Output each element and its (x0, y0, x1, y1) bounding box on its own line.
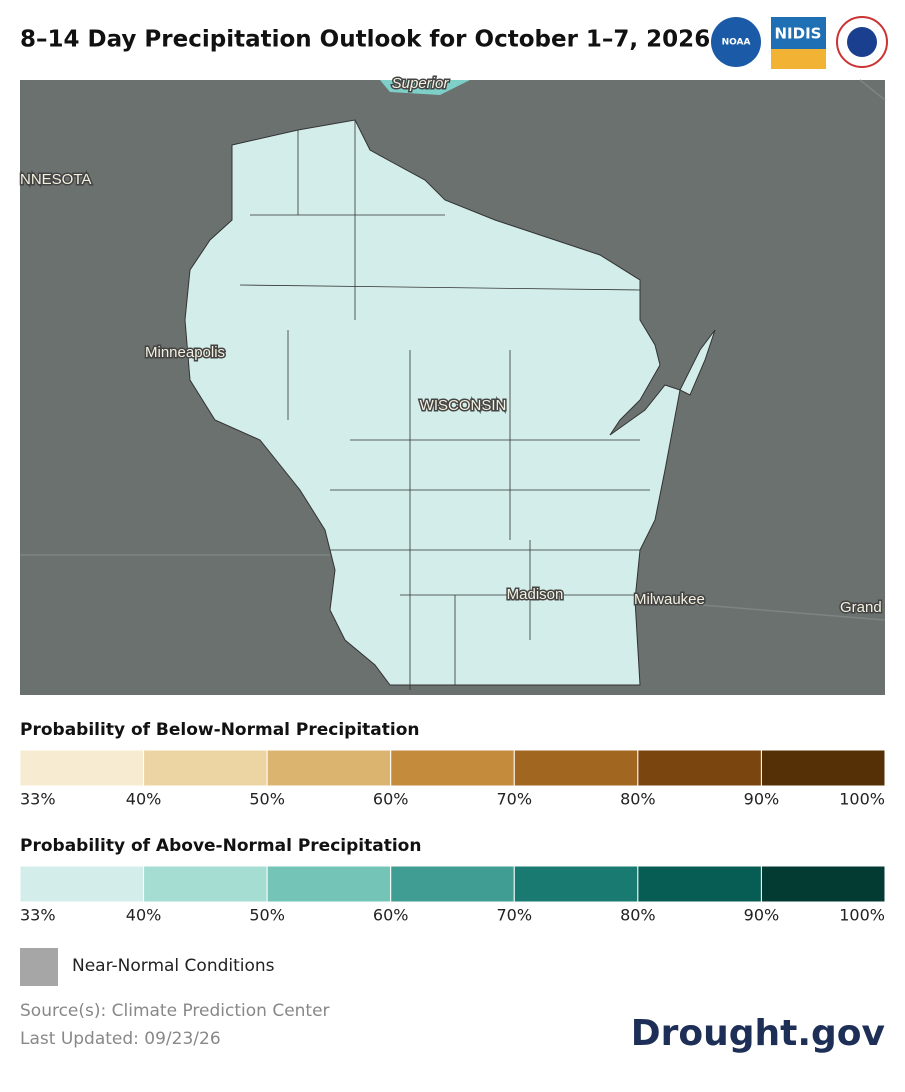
legends: Probability of Below-Normal Precipitatio… (19, 720, 886, 925)
source: Source(s): Climate Prediction Center (20, 1001, 330, 1021)
last-updated: Last Updated: 09/23/26 (20, 1029, 221, 1049)
legend-swatch (637, 865, 762, 903)
legend-tick: 60% (373, 906, 409, 925)
map: Superior NNESOTA Minneapolis WISCONSIN M… (19, 73, 886, 695)
logos: NOAA NIDIS (711, 16, 888, 69)
wisconsin (184, 119, 681, 686)
legend-swatch (266, 865, 392, 903)
legend-tick: 60% (373, 790, 409, 809)
legend-title: Probability of Above-Normal Precipitatio… (20, 836, 421, 856)
map-label: WISCONSIN (420, 397, 507, 414)
legend-swatch (760, 749, 886, 787)
legend-tick: 70% (497, 906, 533, 925)
legend-swatch (19, 865, 145, 903)
nws-inner (847, 27, 877, 57)
near-normal-label: Near-Normal Conditions (72, 956, 275, 976)
legend-tick: 50% (249, 790, 285, 809)
legend-title: Probability of Below-Normal Precipitatio… (20, 720, 420, 740)
legend-swatch (390, 865, 515, 903)
legend-swatch (637, 749, 762, 787)
legend-swatch (19, 749, 145, 787)
map-label: NNESOTA (20, 171, 91, 188)
legend-tick: 40% (126, 906, 162, 925)
nidis-band (771, 17, 826, 49)
map-label: Milwaukee (634, 591, 705, 608)
map-label: Superior (392, 75, 450, 92)
lake-superior (380, 80, 470, 95)
title: 8–14 Day Precipitation Outlook for Octob… (20, 27, 710, 53)
legend-tick: 50% (249, 906, 285, 925)
legend-swatch (760, 865, 886, 903)
nidis-text: NIDIS (775, 25, 822, 43)
brand: Drought.gov (631, 1013, 885, 1054)
legend-swatch (266, 749, 392, 787)
legend-swatch (390, 749, 515, 787)
legend-tick: 40% (126, 790, 162, 809)
near-normal-swatch (20, 948, 58, 986)
legend-tick: 80% (620, 906, 656, 925)
legend-swatch (513, 865, 639, 903)
door-peninsula (679, 329, 716, 396)
legend-swatch (143, 865, 268, 903)
legend-tick: 33% (20, 790, 56, 809)
map-label: Madison (507, 586, 564, 603)
legend-tick: 90% (744, 906, 780, 925)
borders (20, 79, 886, 621)
legend-tick: 33% (20, 906, 56, 925)
map-label: Minneapolis (145, 344, 225, 361)
noaa-text: NOAA (722, 38, 751, 48)
legend-tick: 90% (744, 790, 780, 809)
legend-tick: 70% (497, 790, 533, 809)
map-label: Grand (840, 599, 882, 616)
legend-tick: 100% (839, 906, 885, 925)
legend-swatch (513, 749, 639, 787)
legend-swatch (143, 749, 268, 787)
legend-tick: 100% (839, 790, 885, 809)
noaa-logo (711, 17, 761, 67)
county-lines (239, 120, 650, 690)
legend-tick: 80% (620, 790, 656, 809)
